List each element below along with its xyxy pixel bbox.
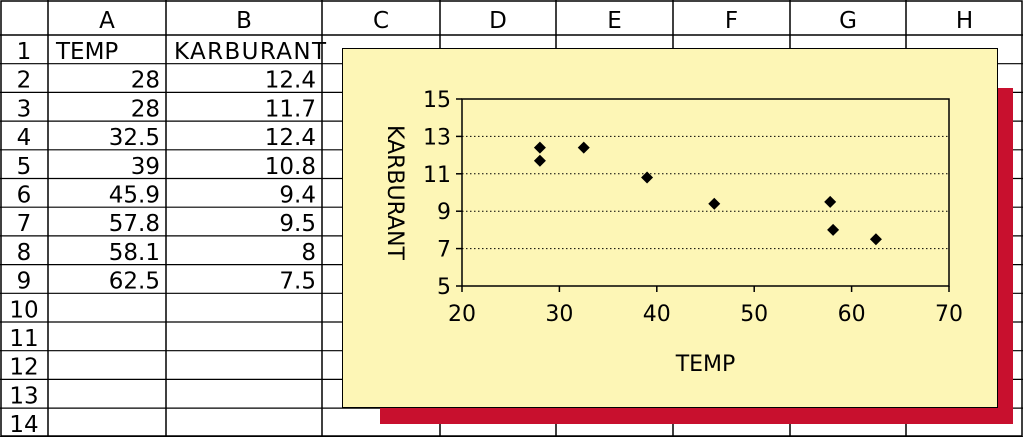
data-point[interactable]	[577, 141, 590, 154]
data-cell[interactable]: 12.4	[265, 68, 316, 94]
column-header-g[interactable]	[790, 0, 906, 35]
data-cell[interactable]: 28	[131, 68, 160, 94]
data-cell[interactable]: 11.7	[265, 96, 316, 122]
data-point[interactable]	[533, 141, 546, 154]
row-header-6[interactable]	[0, 178, 48, 208]
data-cell[interactable]: 8	[301, 240, 316, 266]
column-header-label: A	[99, 8, 115, 34]
data-cell[interactable]: 62.5	[109, 269, 160, 295]
row-number: 5	[17, 154, 32, 180]
column-header-label: H	[956, 8, 973, 34]
y-tick-label: 9	[437, 200, 451, 225]
data-cell[interactable]: 58.1	[109, 240, 160, 266]
column-header-f[interactable]	[673, 0, 790, 35]
y-tick-label: 13	[423, 125, 451, 150]
column-header-label: C	[373, 8, 389, 34]
data-cell[interactable]: 12.4	[265, 125, 316, 151]
data-cell[interactable]: 32.5	[109, 125, 160, 151]
row-header-11[interactable]	[0, 322, 48, 351]
column-header-h[interactable]	[906, 0, 1023, 35]
row-number: 13	[9, 383, 38, 409]
data-cell[interactable]: 39	[131, 154, 160, 180]
row-number: 9	[17, 269, 32, 295]
column-header-d[interactable]	[440, 0, 556, 35]
column-title-cell[interactable]: KARBURANT	[174, 39, 327, 65]
column-header-e[interactable]	[556, 0, 673, 35]
column-header-label: D	[489, 8, 507, 34]
x-tick-label: 60	[838, 302, 866, 327]
data-cell[interactable]: 10.8	[265, 154, 316, 180]
column-header-b[interactable]	[166, 0, 322, 35]
column-header-c[interactable]	[322, 0, 440, 35]
data-point[interactable]	[869, 233, 882, 246]
row-header-2[interactable]	[0, 63, 48, 93]
data-cell[interactable]: 28	[131, 96, 160, 122]
data-point[interactable]	[641, 171, 654, 184]
column-header-label: F	[725, 8, 738, 34]
row-header-4[interactable]	[0, 121, 48, 150]
x-tick-label: 20	[448, 302, 476, 327]
y-tick-label: 5	[437, 275, 451, 300]
y-tick-label: 7	[437, 238, 451, 263]
column-header-a[interactable]	[48, 0, 166, 35]
row-header-10[interactable]	[0, 293, 48, 322]
y-axis-title: KARBURANT	[382, 125, 407, 260]
data-cell[interactable]: 9.4	[279, 183, 316, 209]
row-number: 14	[9, 412, 38, 437]
chart-canvas: 5 7 9 11 13 15 20 30 40 50 60 70 TEMP KARBURANT	[382, 88, 963, 377]
row-header-13[interactable]	[0, 379, 48, 409]
y-tick-label: 11	[423, 163, 451, 188]
scatter-chart[interactable]: 5 7 9 11 13 15 20 30 40 50 60 70 TEMP KARBURANT	[342, 48, 998, 408]
row-header-7[interactable]	[0, 207, 48, 236]
column-header-label: E	[607, 8, 622, 34]
data-point[interactable]	[824, 195, 837, 208]
row-header-14[interactable]	[0, 408, 48, 437]
row-header-9[interactable]	[0, 264, 48, 294]
row-header-8[interactable]	[0, 235, 48, 265]
row-number: 6	[17, 183, 32, 209]
row-number: 3	[17, 96, 32, 122]
x-axis-title: TEMP	[675, 352, 736, 377]
data-cell[interactable]: 9.5	[279, 211, 316, 237]
column-title-cell[interactable]: TEMP	[55, 39, 118, 65]
x-tick-label: 30	[545, 302, 573, 327]
row-number: 1	[17, 39, 32, 65]
row-number: 10	[9, 297, 38, 323]
row-number: 4	[17, 125, 32, 151]
data-cell[interactable]: 57.8	[109, 211, 160, 237]
data-point[interactable]	[708, 197, 721, 210]
data-point[interactable]	[533, 154, 546, 167]
column-header-label: B	[236, 8, 252, 34]
x-tick-label: 70	[935, 302, 963, 327]
row-header-5[interactable]	[0, 149, 48, 179]
row-header-3[interactable]	[0, 92, 48, 122]
row-header-12[interactable]	[0, 350, 48, 380]
data-cell[interactable]: 45.9	[109, 183, 160, 209]
row-number: 2	[17, 68, 32, 94]
x-tick-label: 50	[740, 302, 768, 327]
row-number: 7	[17, 211, 32, 237]
row-header-1[interactable]	[0, 35, 48, 64]
data-cell[interactable]: 7.5	[279, 269, 316, 295]
data-point[interactable]	[827, 223, 840, 236]
x-tick-label: 40	[643, 302, 671, 327]
row-number: 8	[17, 240, 32, 266]
plot-area	[461, 98, 950, 287]
row-number: 12	[9, 355, 38, 381]
row-number: 11	[9, 326, 38, 352]
column-header-label: G	[839, 8, 857, 34]
y-tick-label: 15	[423, 88, 451, 113]
